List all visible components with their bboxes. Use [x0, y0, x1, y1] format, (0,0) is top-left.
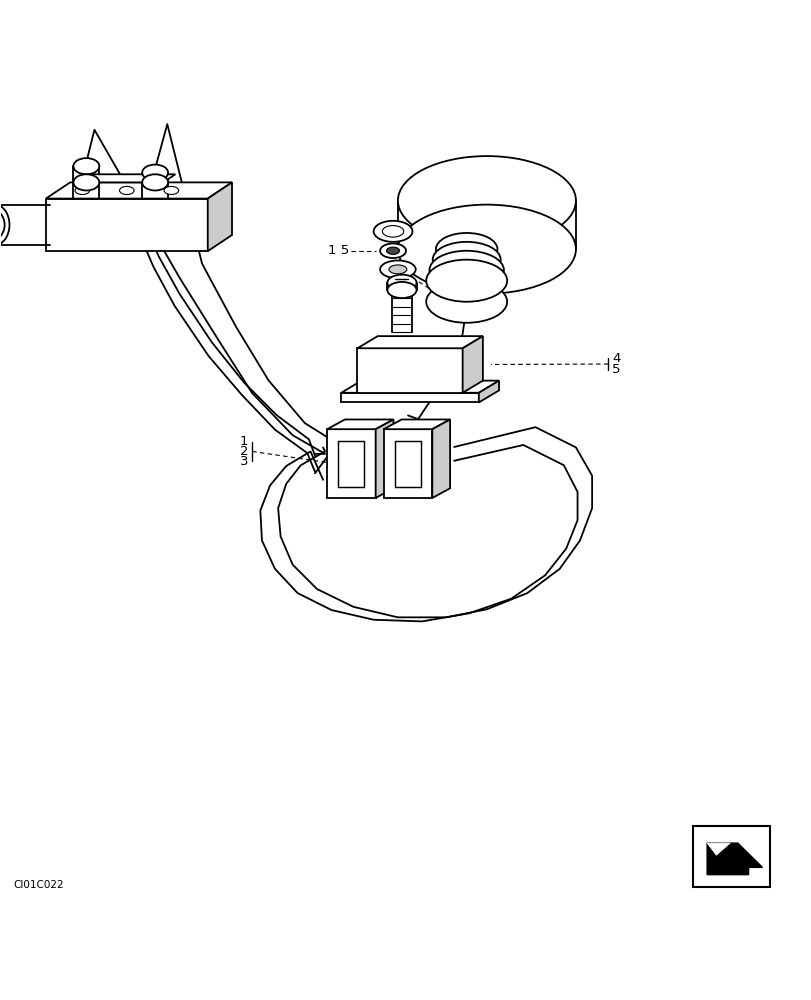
Bar	[357, 348, 462, 393]
Ellipse shape	[382, 226, 403, 237]
Polygon shape	[375, 419, 393, 498]
Polygon shape	[384, 419, 449, 429]
Ellipse shape	[373, 221, 412, 242]
Ellipse shape	[0, 205, 10, 245]
Ellipse shape	[75, 186, 89, 195]
Text: 9: 9	[470, 307, 478, 320]
Text: CI01C022: CI01C022	[14, 880, 64, 890]
Ellipse shape	[426, 281, 507, 323]
Polygon shape	[478, 381, 499, 402]
Ellipse shape	[387, 275, 416, 291]
Ellipse shape	[426, 260, 507, 302]
Text: 4: 4	[611, 352, 620, 365]
Text: 1: 1	[239, 435, 248, 448]
Text: 2: 2	[239, 445, 248, 458]
Ellipse shape	[387, 282, 416, 298]
Ellipse shape	[397, 156, 575, 245]
Polygon shape	[706, 843, 762, 875]
Ellipse shape	[386, 247, 399, 254]
Polygon shape	[208, 182, 232, 251]
Text: — 11: — 11	[444, 225, 478, 238]
Ellipse shape	[432, 242, 500, 277]
Polygon shape	[462, 336, 483, 393]
Bar	[338, 441, 364, 487]
Ellipse shape	[73, 174, 99, 190]
Text: 3: 3	[239, 455, 248, 468]
Text: 1 5: 1 5	[328, 244, 349, 257]
Ellipse shape	[142, 174, 168, 190]
Polygon shape	[706, 843, 729, 855]
Bar	[395, 441, 420, 487]
Bar	[327, 429, 375, 498]
Ellipse shape	[429, 251, 504, 290]
Polygon shape	[46, 182, 232, 199]
Polygon shape	[431, 419, 449, 498]
Bar	[384, 429, 431, 498]
Bar	[46, 199, 208, 251]
Bar	[341, 393, 478, 402]
Polygon shape	[341, 381, 499, 393]
Ellipse shape	[119, 186, 134, 195]
Polygon shape	[327, 419, 393, 429]
Ellipse shape	[397, 205, 575, 294]
Ellipse shape	[380, 260, 415, 278]
Ellipse shape	[0, 207, 5, 243]
Ellipse shape	[73, 158, 99, 174]
Bar	[693, 826, 769, 887]
Polygon shape	[78, 174, 175, 182]
Ellipse shape	[436, 233, 497, 265]
Ellipse shape	[164, 186, 178, 195]
Polygon shape	[357, 336, 483, 348]
Ellipse shape	[142, 165, 168, 181]
Ellipse shape	[388, 265, 406, 274]
Text: 1 3: 1 3	[444, 260, 466, 273]
Text: 5: 5	[611, 363, 620, 376]
Ellipse shape	[380, 243, 406, 258]
